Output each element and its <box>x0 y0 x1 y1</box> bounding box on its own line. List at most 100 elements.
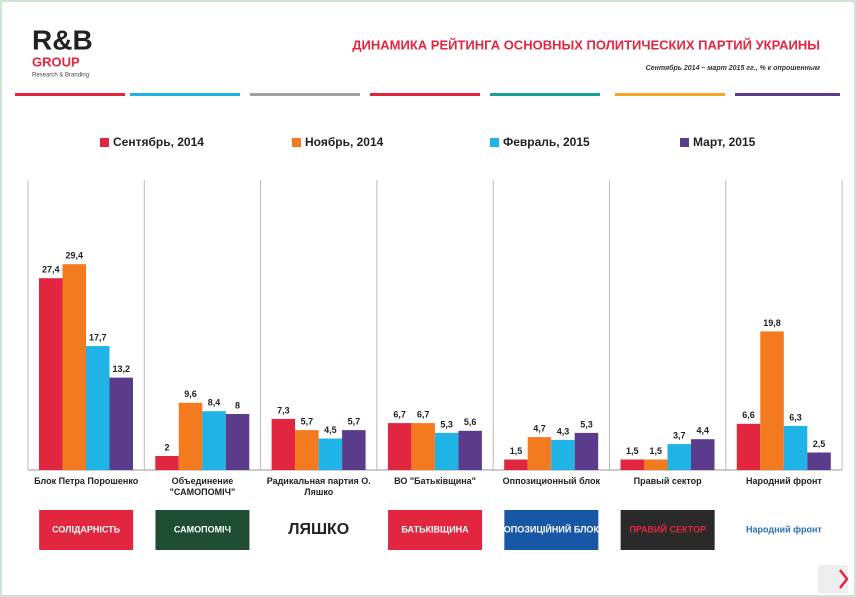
category-label: Объединение "САМОПОМІЧ" <box>169 476 236 497</box>
bar <box>109 377 133 470</box>
legend-swatch <box>292 138 301 147</box>
category-label: Оппозиционный блок <box>502 476 601 486</box>
category-label-box: Объединение "САМОПОМІЧ" <box>169 476 236 497</box>
value-label: 5,6 <box>464 417 477 427</box>
bar <box>39 278 63 470</box>
category-label: ВО "Батьківщина" <box>394 476 476 486</box>
bar <box>202 411 226 470</box>
bar <box>178 402 203 470</box>
category-label: Правый сектор <box>633 476 702 486</box>
value-label: 4,7 <box>533 423 546 433</box>
category-label-box: Народний фронт <box>746 476 822 486</box>
value-label: 1,5 <box>649 446 662 456</box>
bar <box>411 423 435 470</box>
category-label-box: Блок Петра Порошенко <box>34 476 139 486</box>
value-label: 6,7 <box>393 409 406 419</box>
bar <box>504 459 528 470</box>
category-label: Народний фронт <box>746 476 822 486</box>
chart-subtitle: Сентябрь 2014 – март 2015 гг., % к опрош… <box>646 64 821 72</box>
value-label: 3,7 <box>673 430 686 440</box>
value-label: 5,7 <box>301 416 314 426</box>
category-label: Блок Петра Порошенко <box>34 476 139 486</box>
legend-label: Март, 2015 <box>693 135 756 149</box>
bar <box>295 430 319 470</box>
brand-tagline: Research & Branding <box>32 73 89 79</box>
value-label: 5,7 <box>348 416 361 426</box>
bar <box>783 425 808 470</box>
value-label: 6,7 <box>417 409 430 419</box>
nav-box[interactable] <box>818 565 848 593</box>
bar <box>62 264 86 470</box>
party-logo-text: БАТЬКІВЩИНА <box>401 524 469 534</box>
bar <box>342 430 366 470</box>
party-logo-text: ЛЯШКО <box>288 521 349 538</box>
party-logo <box>155 510 250 550</box>
bar <box>807 452 831 470</box>
value-label: 17,7 <box>89 332 107 342</box>
party-logo-text: СОЛІДАРНІСТЬ <box>52 524 121 534</box>
next-arrow[interactable] <box>839 569 849 589</box>
bar <box>86 346 110 470</box>
legend-label: Ноябрь, 2014 <box>305 135 384 149</box>
bar <box>667 444 691 470</box>
party-logo <box>620 510 715 550</box>
category-label-box: ВО "Батьківщина" <box>394 476 476 486</box>
category-label-box: Правый сектор <box>633 476 702 486</box>
value-label: 8 <box>235 400 240 410</box>
bar <box>387 423 412 470</box>
bar <box>574 432 599 470</box>
value-label: 4,4 <box>696 426 709 436</box>
bar <box>458 430 482 470</box>
value-label: 7,3 <box>277 405 290 415</box>
value-label: 19,8 <box>763 318 781 328</box>
value-label: 1,5 <box>626 446 639 456</box>
value-label: 27,4 <box>42 265 60 275</box>
bar <box>691 439 715 470</box>
party-logo-text: САМОПОМІЧ <box>174 524 231 534</box>
chart-title: ДИНАМИКА РЕЙТИНГА ОСНОВНЫХ ПОЛИТИЧЕСКИХ … <box>352 37 820 52</box>
value-label: 9,6 <box>184 389 197 399</box>
bar <box>155 456 179 470</box>
category-label: Радикальная партия О. Ляшко <box>266 476 371 497</box>
legend-swatch <box>680 138 689 147</box>
bar <box>551 439 575 470</box>
value-label: 29,4 <box>65 251 83 261</box>
bar <box>736 423 761 470</box>
party-logo-text: ОПОЗИЦІЙНИЙ БЛОК <box>504 523 600 534</box>
value-label: 5,3 <box>440 419 453 429</box>
brand-group: GROUP <box>32 54 80 69</box>
party-logo-text: Народний фронт <box>746 524 822 534</box>
bar <box>271 418 296 470</box>
party-logo <box>271 510 366 550</box>
party-logo <box>504 510 599 550</box>
category-label-box: Оппозиционный блок <box>502 476 601 486</box>
bar <box>318 438 343 470</box>
party-logo-text: ПРАВИЙ СЕКТОР <box>629 523 706 534</box>
header-stripe <box>15 93 840 96</box>
bar <box>760 331 784 470</box>
brand-name: R&B <box>32 24 93 55</box>
value-label: 8,4 <box>208 398 221 408</box>
value-label: 2 <box>165 442 170 452</box>
bar <box>434 432 459 470</box>
bar <box>644 459 668 470</box>
party-logo <box>736 510 831 550</box>
legend-label: Сентябрь, 2014 <box>113 135 204 149</box>
value-label: 4,3 <box>557 426 570 436</box>
value-label: 2,5 <box>813 439 826 449</box>
bar <box>225 414 250 470</box>
party-logo <box>39 510 134 550</box>
legend-swatch <box>100 138 109 147</box>
value-label: 1,5 <box>510 446 523 456</box>
value-label: 13,2 <box>112 364 130 374</box>
value-label: 5,3 <box>580 419 593 429</box>
value-label: 6,3 <box>789 412 802 422</box>
party-logo <box>388 510 483 550</box>
legend-label: Февраль, 2015 <box>503 135 590 149</box>
category-label-box: Радикальная партия О. Ляшко <box>266 476 371 497</box>
legend-swatch <box>490 138 499 147</box>
value-label: 6,6 <box>742 410 755 420</box>
